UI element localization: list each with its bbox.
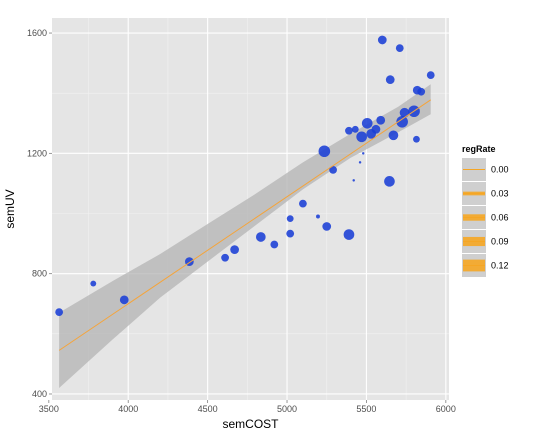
data-point [384,176,395,187]
data-point [299,199,307,208]
x-tick-label: 4000 [118,404,138,414]
legend-label: 0.00 [491,165,509,175]
legend-entry: 0.03 [462,182,509,205]
data-point [385,75,395,85]
data-point [230,245,239,254]
legend-key-swatch [463,259,485,272]
x-tick-label: 5500 [356,404,376,414]
data-point [388,130,399,141]
data-point [221,253,229,262]
data-point [316,214,320,219]
data-point [55,308,64,317]
data-point [362,152,365,155]
legend-entry: 0.12 [462,254,509,277]
data-point [361,117,373,129]
data-point [396,115,408,128]
data-point [395,44,404,52]
legend-key-swatch [463,214,485,221]
legend-label: 0.12 [491,261,509,271]
data-point [413,135,420,143]
data-point [90,280,97,287]
y-tick-label: 1200 [27,148,47,158]
data-point [286,229,295,238]
data-point [322,222,332,231]
y-tick-label: 400 [32,389,47,399]
data-point [343,229,355,240]
x-axis: 3500 4000 4500 5000 5500 6000 [39,400,456,414]
legend-entry: 0.06 [462,206,509,229]
legend-entry: 0.00 [462,158,509,181]
data-point [119,295,129,305]
y-tick-label: 1600 [27,28,47,38]
x-tick-label: 3500 [39,404,59,414]
y-axis: 400 800 1200 1600 [27,28,52,399]
data-point [329,166,337,174]
legend-label: 0.09 [491,237,509,247]
data-point [356,131,367,143]
legend: regRate 0.00 0.03 0.06 0.09 0.12 [462,144,509,277]
data-point [417,87,426,96]
data-point [255,232,266,242]
data-point [270,240,279,249]
x-tick-label: 6000 [436,404,456,414]
data-point [318,145,331,158]
legend-key-swatch [463,191,485,196]
legend-entry: 0.09 [462,230,509,253]
confidence-ribbon [59,84,431,388]
data-point [358,161,362,164]
data-point [426,71,435,80]
regression-line [58,99,432,351]
data-point [377,35,387,45]
y-tick-label: 800 [32,269,47,279]
data-point [345,126,353,135]
grid-major [48,18,449,400]
data-points [55,35,435,317]
legend-key-swatch [463,169,485,170]
y-axis-title: semUV [3,189,17,228]
x-tick-label: 4500 [198,404,218,414]
data-point [286,215,294,223]
data-point [376,115,386,125]
legend-key-swatch [463,236,485,247]
legend-title: regRate [462,144,496,154]
data-point [351,125,359,133]
x-tick-label: 5000 [277,404,297,414]
legend-entries: 0.00 0.03 0.06 0.09 0.12 [462,158,509,277]
legend-label: 0.03 [491,189,509,199]
legend-label: 0.06 [491,213,509,223]
data-point [371,124,381,134]
data-point [352,179,355,182]
x-axis-title: semCOST [222,417,279,431]
data-point [399,107,410,118]
